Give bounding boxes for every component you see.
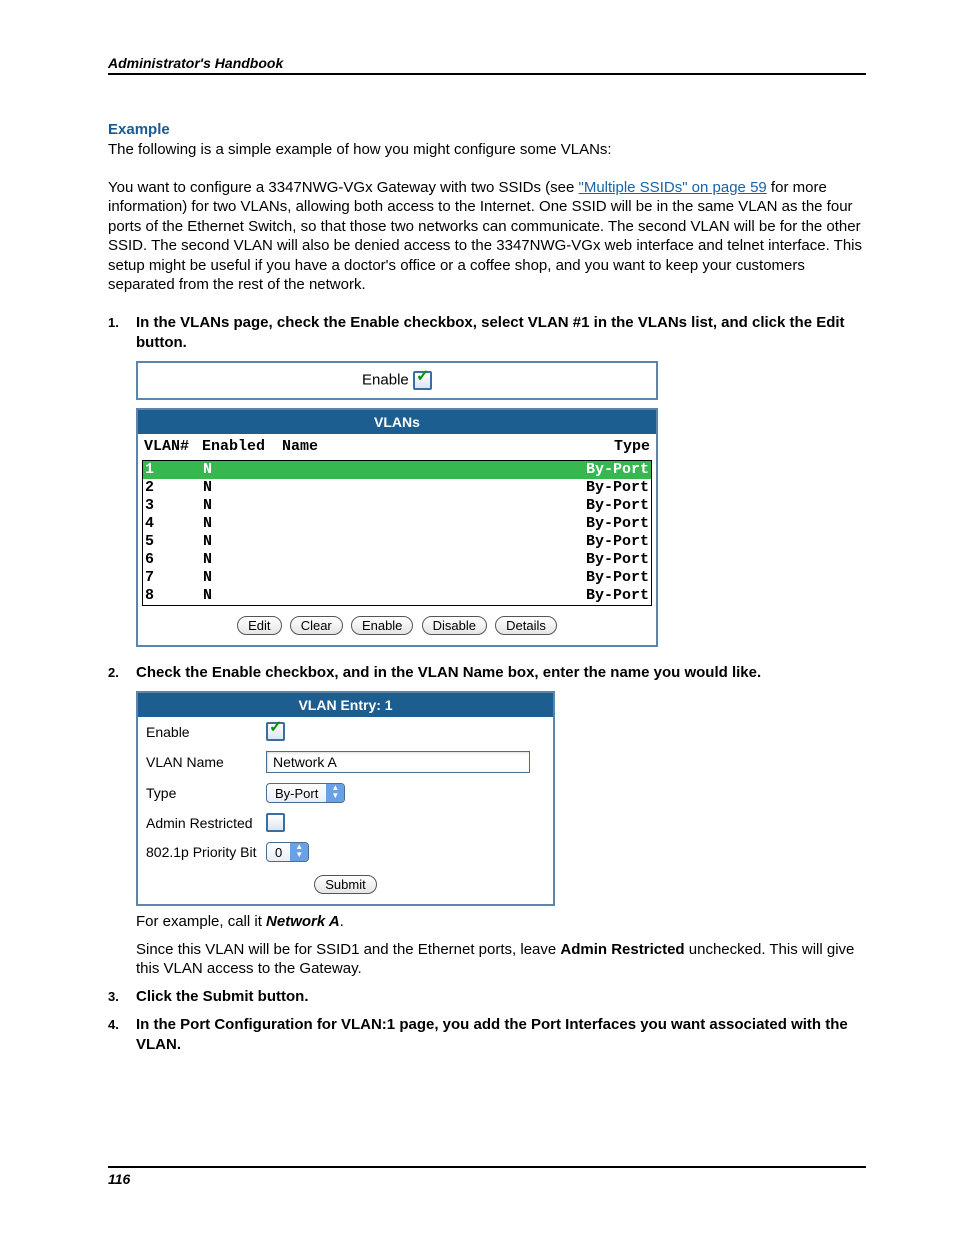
table-row[interactable]: 4NBy-Port [143, 515, 651, 533]
lbl-admin: Admin Restricted [146, 815, 266, 831]
step-2-text: Check the Enable checkbox, and in the VL… [136, 663, 866, 683]
example-intro: The following is a simple example of how… [108, 140, 866, 160]
details-button[interactable]: Details [495, 616, 557, 635]
table-row[interactable]: 8NBy-Port [143, 587, 651, 605]
lbl-enable: Enable [146, 724, 266, 740]
body-a: You want to configure a 3347NWG-VGx Gate… [108, 179, 579, 196]
step-3-text: Click the Submit button. [136, 987, 866, 1007]
lbl-vlan-name: VLAN Name [146, 754, 266, 770]
s2f2a: Since this VLAN will be for SSID1 and th… [136, 941, 560, 958]
col-type: Type [570, 438, 650, 455]
s2f1b: . [340, 913, 344, 930]
entry-enable-checkbox[interactable] [266, 722, 285, 741]
s2f2bold: Admin Restricted [560, 941, 684, 958]
submit-button[interactable]: Submit [314, 875, 376, 894]
table-row[interactable]: 5NBy-Port [143, 533, 651, 551]
chevron-updown-icon [290, 843, 308, 861]
step-2-follow-1: For example, call it Network A. [136, 912, 866, 932]
step-4-text: In the Port Configuration for VLAN:1 pag… [136, 1015, 866, 1056]
header-rule [108, 73, 866, 75]
entry-title: VLAN Entry: 1 [138, 693, 553, 717]
vlan-name-input[interactable] [266, 751, 530, 773]
page-number: 116 [108, 1171, 130, 1187]
col-num: VLAN# [144, 438, 202, 455]
edit-button[interactable]: Edit [237, 616, 281, 635]
disable-button[interactable]: Disable [422, 616, 487, 635]
vlans-header: VLAN# Enabled Name Type [138, 434, 656, 460]
table-row[interactable]: 1NBy-Port [143, 461, 651, 479]
s2f1net: Network A [266, 913, 340, 930]
enable-label: Enable [362, 371, 409, 388]
table-row[interactable]: 7NBy-Port [143, 569, 651, 587]
s2f1a: For example, call it [136, 913, 266, 930]
ssids-link[interactable]: "Multiple SSIDs" on page 59 [579, 179, 767, 196]
type-select[interactable]: By-Port [266, 783, 345, 803]
running-head: Administrator's Handbook [108, 55, 866, 71]
type-value: By-Port [267, 785, 326, 802]
vlans-rows: 1NBy-Port2NBy-Port3NBy-Port4NBy-Port5NBy… [142, 460, 652, 606]
priority-value: 0 [267, 844, 290, 861]
enable-button[interactable]: Enable [351, 616, 413, 635]
priority-select[interactable]: 0 [266, 842, 309, 862]
vlans-buttons: Edit Clear Enable Disable Details [138, 616, 656, 635]
table-row[interactable]: 3NBy-Port [143, 497, 651, 515]
step-2-follow-2: Since this VLAN will be for SSID1 and th… [136, 940, 866, 979]
lbl-priority: 802.1p Priority Bit [146, 844, 266, 860]
admin-checkbox[interactable] [266, 813, 285, 832]
clear-button[interactable]: Clear [290, 616, 343, 635]
enable-checkbox[interactable] [413, 371, 432, 390]
table-row[interactable]: 6NBy-Port [143, 551, 651, 569]
page-footer: 116 [108, 1166, 866, 1187]
example-title: Example [108, 121, 866, 138]
vlans-screenshot: Enable VLANs VLAN# Enabled Name Type 1NB… [136, 361, 658, 647]
enable-band: Enable [136, 361, 658, 400]
col-name: Name [282, 438, 570, 455]
lbl-type: Type [146, 785, 266, 801]
chevron-updown-icon [326, 784, 344, 802]
table-row[interactable]: 2NBy-Port [143, 479, 651, 497]
step-1-text: In the VLANs page, check the Enable chec… [136, 313, 866, 354]
col-enabled: Enabled [202, 438, 282, 455]
vlans-title: VLANs [138, 410, 656, 434]
example-body: You want to configure a 3347NWG-VGx Gate… [108, 178, 866, 295]
vlan-entry-screenshot: VLAN Entry: 1 Enable VLAN Name Type By-P… [136, 691, 555, 906]
